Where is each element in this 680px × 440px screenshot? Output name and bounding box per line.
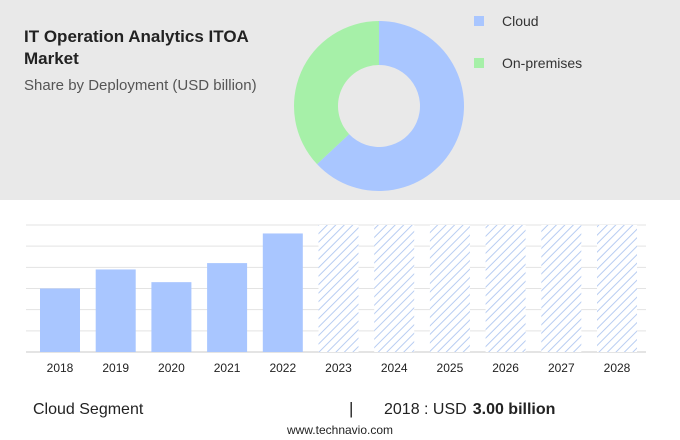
footer-separator: | <box>349 399 354 418</box>
legend-item-cloud[interactable]: Cloud <box>474 12 582 32</box>
chart-subtitle: Share by Deployment (USD billion) <box>24 77 257 94</box>
footer-year-label: 2018 : USD <box>384 401 467 418</box>
donut-slice-cloud[interactable] <box>317 21 464 191</box>
website-url[interactable]: www.technavio.com <box>286 423 394 437</box>
bar-2019[interactable] <box>95 269 136 352</box>
x-tick-label-2021: 2021 <box>214 361 241 375</box>
x-tick-label-2023: 2023 <box>325 361 352 375</box>
forecast-bar-2026 <box>485 225 526 352</box>
forecast-bar-2023 <box>318 225 359 352</box>
x-tick-label-2026: 2026 <box>492 361 519 375</box>
x-tick-label-2020: 2020 <box>158 361 185 375</box>
legend-swatch-cloud <box>474 16 484 26</box>
x-tick-label-2027: 2027 <box>548 361 575 375</box>
donut-slice-on-premises[interactable] <box>294 21 379 165</box>
footer-value-number: 3.00 billion <box>472 401 556 418</box>
legend-label-on-premises: On-premises <box>502 55 583 71</box>
forecast-bar-2028 <box>597 225 637 352</box>
forecast-bar-2027 <box>541 225 582 352</box>
x-tick-label-2025: 2025 <box>437 361 464 375</box>
x-tick-label-2024: 2024 <box>381 361 408 375</box>
legend: Cloud On-premises <box>474 12 582 96</box>
footer-value: 2018 : USD 3.00 billion <box>384 401 555 419</box>
chart-title: IT Operation Analytics ITOA Market <box>24 27 249 68</box>
x-tick-label-2022: 2022 <box>269 361 296 375</box>
legend-item-on-premises[interactable]: On-premises <box>474 54 582 74</box>
forecast-bar-2024 <box>374 225 415 352</box>
donut-chart <box>294 21 464 191</box>
x-tick-label-2019: 2019 <box>102 361 129 375</box>
x-tick-label-2028: 2028 <box>604 361 631 375</box>
legend-label-cloud: Cloud <box>502 13 539 29</box>
bar-2020[interactable] <box>151 282 192 352</box>
legend-swatch-on-premises <box>474 58 484 68</box>
x-tick-label-2018: 2018 <box>47 361 74 375</box>
bar-2021[interactable] <box>207 263 248 352</box>
bar-2022[interactable] <box>262 233 303 352</box>
footer-segment-label: Cloud Segment <box>33 401 144 418</box>
bar-chart: 2018 2019 2020 2021 2022 2023 2024 2025 2026 2027… <box>26 224 646 375</box>
forecast-bar-2025 <box>429 225 470 352</box>
bar-2018[interactable] <box>40 288 80 353</box>
